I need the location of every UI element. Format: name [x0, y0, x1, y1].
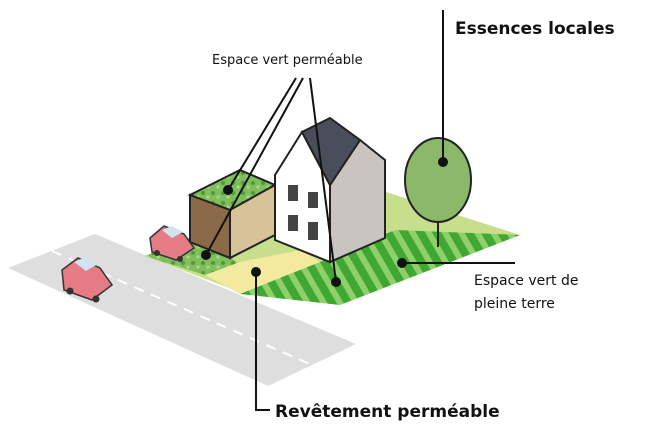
window	[308, 222, 318, 240]
window	[288, 185, 298, 201]
label: pleine terre	[474, 296, 555, 312]
label: Revêtement perméable	[275, 402, 500, 422]
window	[308, 192, 318, 208]
label: Espace vert de	[474, 273, 578, 289]
label: Essences locales	[455, 19, 615, 39]
label: Espace vert perméable	[212, 53, 363, 68]
window	[288, 215, 298, 231]
illustration: Essences locales Espace vert perméable E…	[0, 0, 648, 426]
tree-crown	[405, 138, 471, 222]
